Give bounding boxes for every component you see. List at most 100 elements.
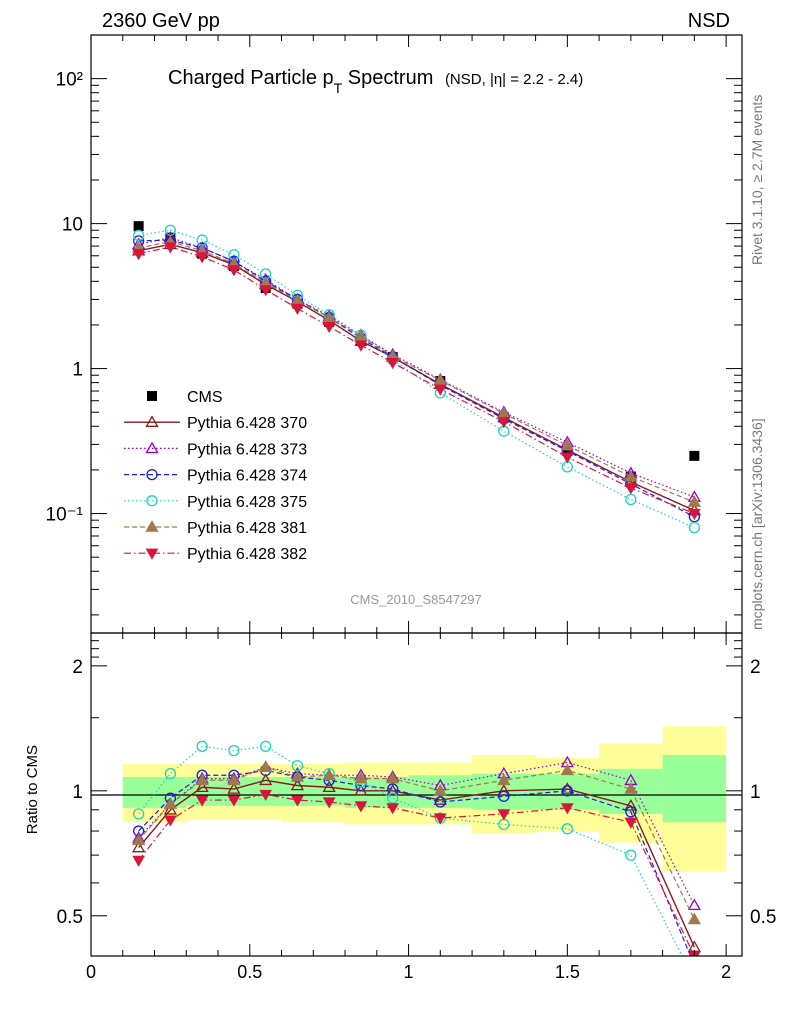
data-point [625, 493, 637, 506]
data-point [163, 803, 178, 815]
series-line [138, 761, 695, 906]
data-point [560, 452, 574, 464]
data-point [687, 898, 701, 911]
legend-entry: Pythia 6.428 374 [124, 468, 307, 485]
legend-entry: Pythia 6.428 375 [124, 494, 307, 511]
data-point [196, 740, 208, 752]
x-tick-label: 2 [721, 962, 731, 982]
ratio-frame [90, 632, 743, 957]
data-point [497, 417, 511, 429]
series-2 [132, 230, 701, 502]
data-point [689, 960, 699, 970]
data-point [386, 357, 400, 370]
data-point [291, 795, 304, 807]
data-point [497, 773, 511, 786]
data-point [624, 483, 638, 495]
data-point [354, 340, 368, 352]
legend-marker [145, 415, 159, 427]
mcplots-credit-label: mcplots.cern.ch [arXiv:1306.3436] [749, 418, 765, 630]
data-point [561, 785, 573, 797]
y-tick-label: 10² [56, 70, 83, 91]
data-point [259, 760, 273, 772]
series-line [138, 793, 695, 956]
y-tick-label: 10 [62, 215, 83, 236]
legend-entry: Pythia 6.428 373 [124, 441, 307, 458]
legend-label: Pythia 6.428 381 [187, 520, 307, 537]
data-point [354, 329, 368, 341]
data-point [434, 796, 446, 808]
data-point [132, 840, 146, 853]
data-point [227, 265, 241, 277]
series-6 [132, 242, 701, 521]
data-point [259, 773, 273, 786]
data-point [195, 780, 209, 793]
data-point [387, 792, 399, 804]
data-point [497, 784, 511, 796]
series-line [138, 779, 696, 948]
x-tick-label: 1.5 [555, 962, 580, 982]
data-point [560, 782, 574, 794]
series-0 [132, 773, 701, 952]
series-line [138, 239, 695, 518]
data-point [624, 782, 638, 794]
series-line [138, 241, 695, 503]
data-point [354, 771, 368, 784]
data-point [688, 508, 701, 521]
legend-label: Pythia 6.428 375 [187, 494, 307, 511]
data-point [433, 813, 447, 825]
series-4 [132, 760, 701, 925]
y-tick-label-left: 2 [72, 657, 83, 678]
data-point [228, 744, 240, 757]
data-point [433, 384, 447, 396]
legend-marker [145, 520, 159, 532]
data-point [290, 778, 305, 791]
data-point [498, 790, 510, 802]
data-point [688, 521, 701, 534]
data-point [560, 438, 574, 451]
legend-label: Pythia 6.428 370 [187, 415, 307, 432]
data-point [625, 849, 637, 861]
series-layer [132, 221, 701, 534]
y-tick-label-left: 0.5 [57, 907, 83, 928]
data-point [687, 495, 701, 507]
data-point [625, 806, 637, 818]
legend: CMS Pythia 6.428 370 Pythia 6.428 373 Pythi… [124, 389, 307, 563]
y-tick-label-right: 0.5 [750, 907, 776, 928]
series-line [138, 766, 695, 920]
data-point [433, 373, 447, 386]
legend-entry: Pythia 6.428 370 [124, 415, 307, 432]
data-point [132, 808, 145, 820]
band-green [662, 754, 727, 823]
data-point [133, 221, 144, 232]
data-point [322, 310, 336, 323]
data-point [164, 767, 177, 780]
data-point [227, 782, 241, 794]
data-point [433, 793, 447, 805]
x-tick-label: 1 [404, 962, 414, 982]
legend-entry: Pythia 6.428 382 [124, 546, 307, 563]
data-point [132, 229, 145, 241]
data-point [560, 763, 574, 776]
legend-marker [145, 441, 159, 454]
rivet-version-label: Rivet 3.1.10, ≥ 2.7M events [749, 95, 765, 265]
data-point [354, 801, 368, 813]
spectrum-frame [90, 34, 743, 634]
ratio-panel: 0 0.5 1 1.5 2 0.5 0.5 1 1 2 2 Ratio to CMS [24, 632, 776, 982]
analysis-watermark: CMS_2010_S8547297 [350, 592, 482, 607]
spectrum-panel: Charged Particle pT Spectrum (NSD, |η| =… [46, 34, 743, 634]
data-point [291, 303, 304, 315]
y-tick-label: 10⁻¹ [46, 505, 84, 526]
data-point [195, 252, 209, 264]
series-line [138, 246, 695, 515]
data-point [227, 795, 241, 807]
legend-label: Pythia 6.428 373 [187, 441, 307, 458]
data-point [322, 780, 336, 793]
data-point [624, 469, 638, 482]
data-point [260, 740, 272, 752]
chart-title-selection: (NSD, |η| = 2.2 - 2.4) [445, 71, 583, 88]
ratio-axis-label: Ratio to CMS [24, 745, 41, 834]
data-point [132, 249, 145, 261]
data-point [290, 770, 305, 782]
collision-energy-label: 2360 GeV pp [102, 10, 220, 32]
